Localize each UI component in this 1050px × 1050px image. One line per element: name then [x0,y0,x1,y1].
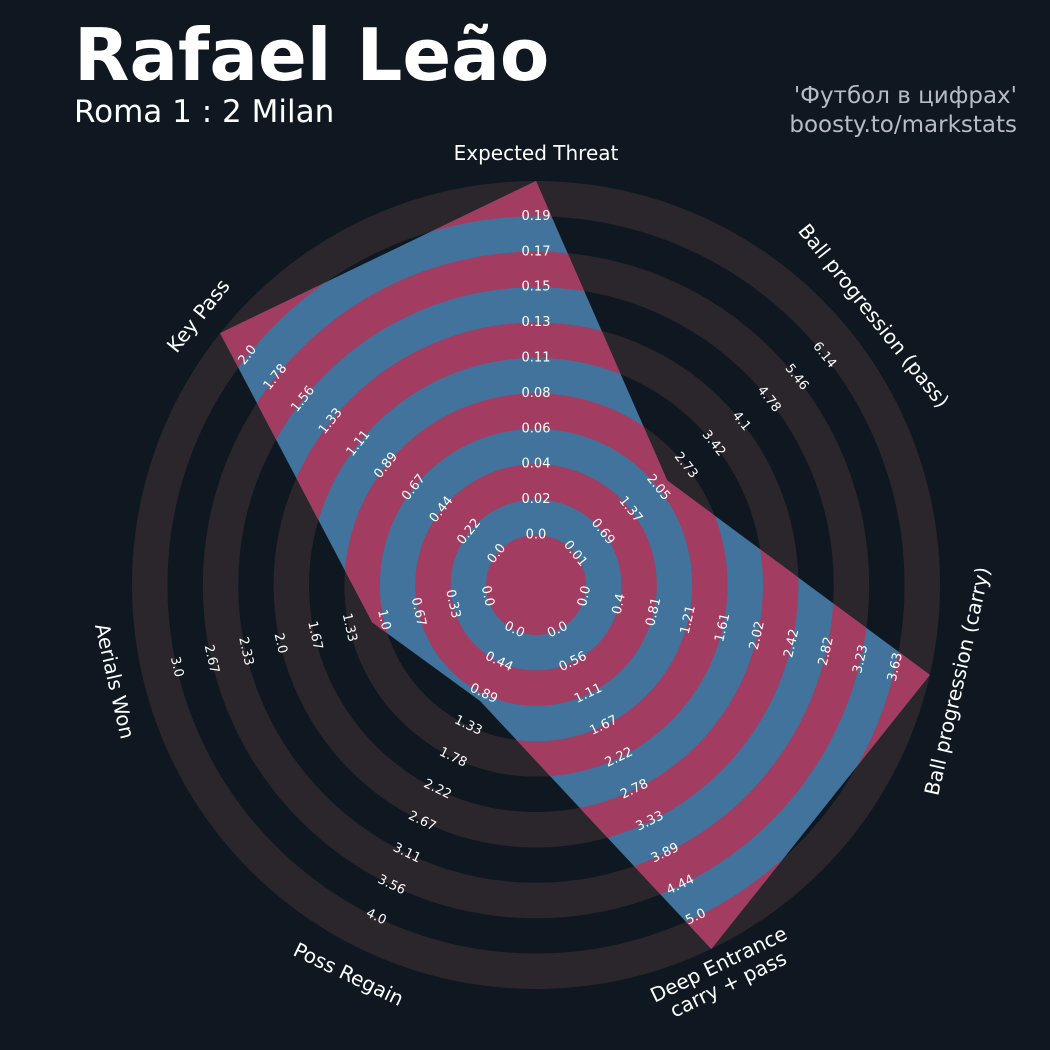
tick-label: 2.02 [747,620,768,652]
player-ring-band [486,535,586,635]
tick-label: 0.81 [643,596,664,628]
tick-label: 2.33 [235,636,256,668]
tick-label: 1.33 [339,612,360,644]
tick-label: 0.0 [478,584,497,608]
credit-line-1: 'Футбол в цифрах' [794,83,1017,109]
tick-label: 0.17 [522,244,551,259]
player-name-title: Rafael Leão [74,13,549,97]
axis-label: Expected Threat [454,141,619,165]
tick-label: 0.08 [522,386,551,401]
match-subtitle: Roma 1 : 2 Milan [74,94,334,130]
tick-label: 1.21 [678,604,699,636]
tick-label: 1.67 [304,620,325,652]
player-ring-band [415,464,657,706]
tick-label: 0.06 [522,421,551,436]
tick-label: 3.0 [167,655,186,679]
tick-label: 0.04 [522,457,551,472]
credit-line-2: boosty.to/markstats [789,112,1017,138]
tick-label: 1.0 [374,608,393,632]
tick-label: 0.19 [522,209,551,224]
tick-label: 2.42 [781,628,802,660]
tick-label: 0.15 [522,280,551,295]
tick-label: 1.61 [712,612,733,644]
tick-label: 0.13 [522,315,551,330]
tick-label: 0.4 [610,592,629,616]
tick-label: 2.67 [201,643,222,675]
tick-label: 0.0 [526,528,547,543]
tick-label: 2.82 [816,636,837,668]
tick-label: 0.02 [522,492,551,507]
axis-label-line: Expected Threat [454,141,619,165]
tick-label: 0.0 [575,584,594,608]
tick-label: 3.63 [885,651,906,683]
tick-label: 0.67 [408,596,429,628]
player-ring-bands [220,181,930,949]
player-polygon-group [220,181,930,949]
tick-label: 0.11 [522,351,551,366]
tick-label: 2.0 [271,632,290,656]
tick-label: 3.23 [850,643,871,675]
tick-label: 0.33 [442,588,463,620]
